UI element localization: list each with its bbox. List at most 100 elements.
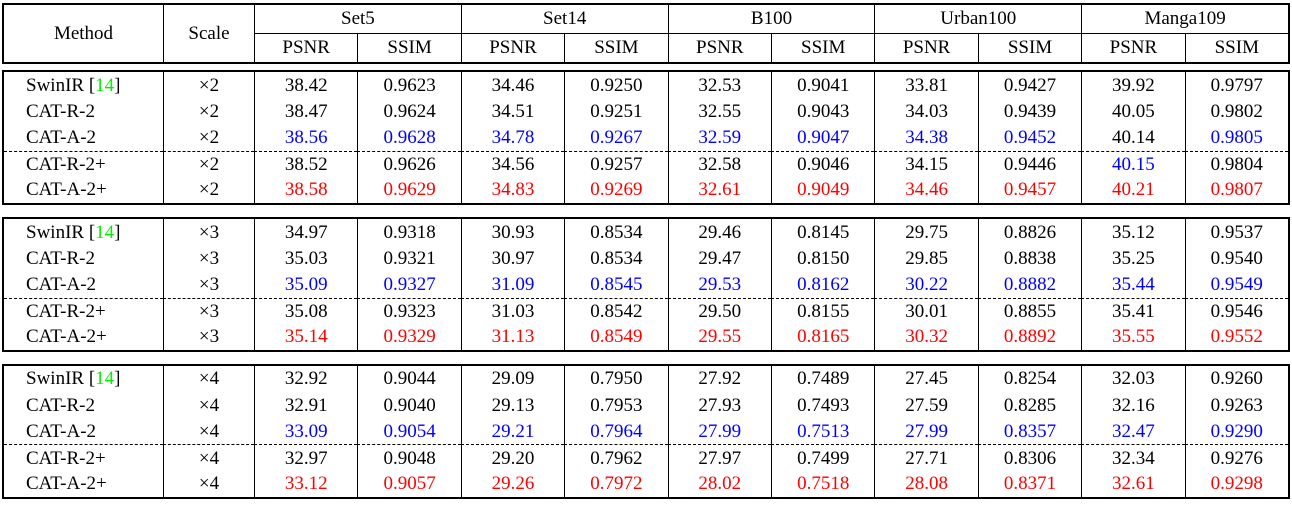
b100-psnr-value: 29.50 [667, 297, 771, 324]
set5-psnr-value: 35.08 [254, 297, 358, 324]
set5-ssim-value: 0.9623 [357, 72, 460, 99]
set14-ssim-value: 0.8534 [564, 245, 667, 272]
urban100-psnr-value: 34.15 [874, 150, 978, 177]
manga109-psnr-value: 40.05 [1081, 98, 1184, 125]
method-cell: SwinIR [14] [4, 219, 163, 245]
set14-psnr-value: 30.97 [460, 245, 564, 272]
set14-psnr-value: 31.13 [460, 323, 564, 350]
benchmark-results-table: Method Scale Set5 Set14 B100 Urban100 Ma… [2, 3, 1290, 499]
b100-ssim-value: 0.8145 [771, 218, 874, 246]
method-name: CAT-A-2+ [26, 326, 107, 348]
set14-ssim-value: 0.9267 [564, 124, 667, 151]
set14-ssim-value: 0.7950 [564, 365, 667, 393]
set5-psnr-value: 34.97 [254, 218, 357, 246]
set5-ssim-value: 0.9629 [357, 176, 460, 203]
set5-psnr-value: 32.92 [254, 365, 357, 393]
manga109-psnr-value: 32.03 [1081, 365, 1184, 393]
set14-ssim-value: 0.7964 [564, 418, 667, 445]
scale-cell: ×2 [163, 124, 254, 151]
set5-psnr-value: 32.91 [254, 392, 357, 419]
set14-ssim-value: 0.9257 [564, 150, 668, 177]
set5-ssim-value: 0.9048 [357, 444, 461, 471]
set14-psnr-value: 29.09 [460, 365, 564, 393]
method-cell: SwinIR [14] [4, 366, 163, 392]
set14-psnr-value: 34.78 [460, 124, 564, 151]
manga109-ssim-value: 0.9537 [1184, 218, 1288, 246]
b100-ssim-value: 0.9046 [771, 150, 875, 177]
scale-cell: ×4 [163, 418, 254, 445]
set5-psnr-value: 33.12 [254, 470, 357, 497]
manga109-psnr-value: 39.92 [1081, 72, 1184, 99]
dataset-header-set14: Set14 [460, 5, 668, 34]
urban100-ssim-value: 0.9446 [977, 150, 1082, 177]
method-cell: CAT-A-2 [4, 418, 163, 444]
method-cell: CAT-R-2 [4, 98, 163, 124]
citation-link[interactable]: 14 [95, 221, 115, 243]
method-cell: CAT-A-2 [4, 271, 163, 297]
b100-ssim-value: 0.7518 [771, 470, 874, 497]
psnr-subheader: PSNR [667, 33, 771, 62]
b100-psnr-value: 29.47 [667, 245, 771, 272]
urban100-psnr-value: 27.45 [874, 365, 977, 393]
urban100-psnr-value: 34.46 [874, 176, 977, 203]
b100-ssim-value: 0.7513 [771, 418, 874, 445]
citation-bracket: [ [84, 74, 96, 96]
results-group-scale-x3: SwinIR [14] ×3 34.97 0.9318 30.93 0.8534 29.46… [2, 216, 1290, 352]
b100-psnr-value: 32.53 [667, 72, 771, 99]
set14-ssim-value: 0.9251 [564, 98, 667, 125]
set5-psnr-value: 33.09 [254, 418, 357, 445]
citation-bracket: ] [114, 221, 121, 243]
urban100-ssim-value: 0.8882 [977, 271, 1081, 298]
set5-ssim-value: 0.9057 [357, 470, 460, 497]
scale-cell: ×3 [163, 245, 254, 272]
urban100-ssim-value: 0.9427 [977, 72, 1081, 99]
manga109-ssim-value: 0.9260 [1184, 365, 1288, 393]
b100-ssim-value: 0.8155 [771, 297, 875, 324]
method-name: CAT-A-2 [26, 273, 97, 295]
urban100-psnr-value: 34.38 [874, 124, 977, 151]
urban100-ssim-value: 0.9452 [977, 124, 1081, 151]
set14-psnr-value: 31.03 [460, 297, 565, 324]
urban100-ssim-value: 0.8371 [977, 470, 1081, 497]
method-cell: CAT-A-2 [4, 124, 163, 150]
set5-ssim-value: 0.9626 [357, 150, 461, 177]
manga109-psnr-value: 32.61 [1081, 470, 1184, 497]
dataset-header-manga109: Manga109 [1081, 5, 1288, 34]
b100-psnr-value: 29.53 [667, 271, 771, 298]
b100-psnr-value: 32.59 [667, 124, 771, 151]
manga109-psnr-value: 40.14 [1081, 124, 1184, 151]
citation-link[interactable]: 14 [95, 74, 115, 96]
psnr-subheader: PSNR [460, 33, 564, 62]
set14-ssim-value: 0.7962 [564, 444, 668, 471]
method-cell: CAT-A-2+ [4, 324, 163, 350]
b100-psnr-value: 32.55 [667, 98, 771, 125]
results-group-scale-x2: SwinIR [14] ×2 38.42 0.9623 34.46 0.9250 32.53… [2, 70, 1290, 205]
manga109-psnr-value: 35.12 [1081, 218, 1184, 246]
method-name: CAT-R-2 [26, 247, 95, 269]
dataset-header-set5: Set5 [254, 5, 461, 34]
urban100-ssim-value: 0.8254 [977, 365, 1081, 393]
scale-column-header: Scale [163, 5, 254, 62]
b100-ssim-value: 0.9047 [771, 124, 874, 151]
b100-ssim-value: 0.9049 [771, 176, 874, 203]
set14-psnr-value: 29.13 [460, 392, 564, 419]
set14-ssim-value: 0.7953 [564, 392, 667, 419]
manga109-psnr-value: 35.44 [1081, 271, 1184, 298]
b100-psnr-value: 27.99 [667, 418, 771, 445]
method-name: SwinIR [14] [26, 74, 121, 96]
set5-ssim-value: 0.9318 [357, 218, 460, 246]
citation-bracket: ] [114, 368, 121, 390]
manga109-ssim-value: 0.9290 [1184, 418, 1288, 445]
b100-psnr-value: 27.97 [667, 444, 771, 471]
urban100-ssim-value: 0.9439 [977, 98, 1081, 125]
citation-link[interactable]: 14 [95, 368, 115, 390]
set5-ssim-value: 0.9321 [357, 245, 460, 272]
set14-psnr-value: 34.83 [460, 176, 564, 203]
urban100-ssim-value: 0.9457 [977, 176, 1081, 203]
set5-ssim-value: 0.9054 [357, 418, 460, 445]
b100-psnr-value: 32.58 [667, 150, 771, 177]
method-cell: SwinIR [14] [4, 72, 163, 98]
results-group-scale-x4: SwinIR [14] ×4 32.92 0.9044 29.09 0.7950 27.92… [2, 363, 1290, 499]
dataset-header-b100: B100 [667, 5, 875, 34]
